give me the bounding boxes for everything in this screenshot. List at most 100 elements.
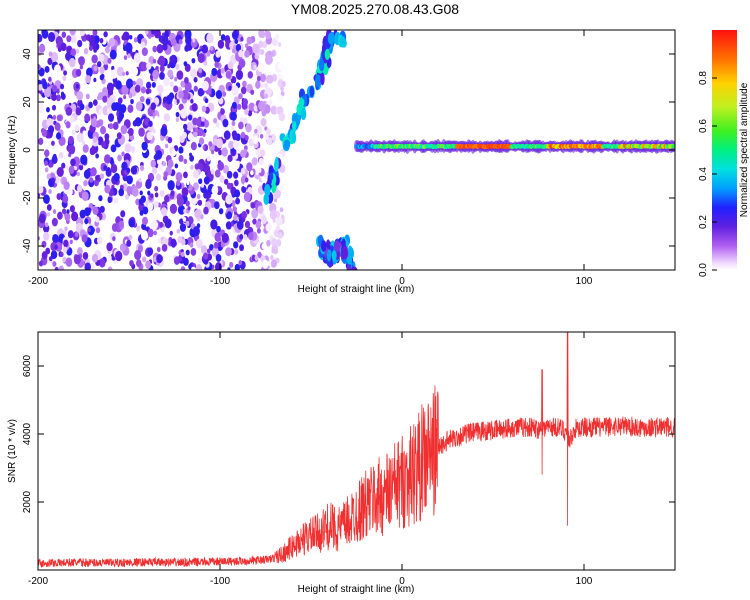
noise-blob xyxy=(75,48,80,54)
arc-blob xyxy=(291,131,297,144)
noise-blob xyxy=(277,73,283,82)
noise-blob xyxy=(230,75,237,84)
noise-blob xyxy=(197,128,204,137)
noise-blob xyxy=(281,80,286,88)
noise-blob xyxy=(51,84,58,93)
noise-blob xyxy=(239,234,244,240)
noise-blob xyxy=(167,69,174,78)
noise-blob xyxy=(73,171,77,176)
noise-blob xyxy=(65,106,73,116)
noise-blob xyxy=(180,80,186,88)
noise-blob xyxy=(67,230,74,239)
noise-blob xyxy=(66,209,70,214)
spectrogram-heatmap xyxy=(38,30,675,270)
noise-blob xyxy=(202,219,206,225)
arc-blob xyxy=(320,240,327,252)
noise-blob xyxy=(197,88,204,97)
noise-blob xyxy=(121,161,128,171)
noise-blob xyxy=(201,105,207,113)
noise-blob xyxy=(194,208,202,220)
noise-blob xyxy=(103,31,108,38)
noise-blob xyxy=(41,30,49,39)
noise-blob xyxy=(265,223,272,232)
noise-blob xyxy=(222,118,229,128)
noise-blob xyxy=(112,121,119,130)
noise-blob xyxy=(213,241,219,249)
noise-blob xyxy=(154,115,160,123)
noise-blob xyxy=(93,179,99,187)
noise-blob xyxy=(153,230,157,236)
noise-blob xyxy=(44,149,50,157)
arc-blob xyxy=(341,238,346,249)
noise-blob xyxy=(246,162,253,172)
noise-blob xyxy=(147,202,154,211)
noise-blob xyxy=(169,55,175,63)
noise-blob xyxy=(201,80,209,91)
noise-blob xyxy=(125,194,130,200)
noise-blob xyxy=(62,194,69,204)
noise-blob xyxy=(271,248,276,253)
noise-blob xyxy=(222,91,227,97)
noise-blob xyxy=(179,223,187,232)
noise-blob xyxy=(145,98,151,105)
noise-blob xyxy=(78,164,84,171)
noise-blob xyxy=(248,232,254,241)
noise-blob xyxy=(236,206,243,215)
arc-blob xyxy=(339,36,346,48)
noise-blob xyxy=(56,166,64,177)
noise-blob xyxy=(95,175,99,181)
noise-blob xyxy=(147,247,154,256)
noise-blob xyxy=(111,102,118,112)
noise-blob xyxy=(128,92,133,99)
noise-blob xyxy=(164,195,170,203)
noise-blob xyxy=(250,170,254,176)
noise-blob xyxy=(63,181,70,190)
noise-blob xyxy=(112,82,117,87)
noise-blob xyxy=(265,52,270,59)
noise-blob xyxy=(191,57,196,64)
noise-blob xyxy=(227,267,231,270)
noise-blob xyxy=(261,215,268,224)
noise-blob xyxy=(130,66,139,77)
noise-blob xyxy=(145,260,152,269)
noise-blob xyxy=(152,128,156,134)
noise-blob xyxy=(102,95,108,103)
noise-blob xyxy=(275,239,282,247)
colorbar-ticks: 0.0 0.2 0.4 0.6 0.8 xyxy=(698,71,717,277)
noise-blob xyxy=(257,62,265,73)
noise-blob xyxy=(51,217,58,227)
noise-blob xyxy=(138,177,142,183)
noise-blob xyxy=(214,169,221,178)
noise-blob xyxy=(58,136,66,147)
noise-blob xyxy=(163,77,170,87)
noise-blob xyxy=(93,77,97,83)
noise-blob xyxy=(206,155,211,162)
noise-blob xyxy=(139,95,145,103)
noise-blob xyxy=(92,30,98,37)
noise-blob xyxy=(111,65,115,71)
noise-blob xyxy=(99,173,105,180)
noise-blob xyxy=(51,104,57,111)
noise-blob xyxy=(274,198,278,203)
noise-blob xyxy=(215,253,222,262)
noise-blob xyxy=(88,45,93,51)
y-tick-label: 20 xyxy=(22,96,33,108)
noise-blob xyxy=(175,111,180,118)
noise-blob xyxy=(231,130,238,138)
noise-blob xyxy=(76,90,84,101)
noise-blob xyxy=(61,31,67,38)
noise-blob xyxy=(185,200,190,207)
noise-blob xyxy=(203,119,210,128)
y-tick-label: 4000 xyxy=(22,422,33,445)
noise-blob xyxy=(188,184,193,191)
noise-blob xyxy=(116,132,122,140)
x-tick-label: 100 xyxy=(576,276,593,287)
noise-blob xyxy=(269,209,278,220)
noise-blob xyxy=(203,206,209,215)
noise-blob xyxy=(165,94,173,105)
noise-blob xyxy=(64,165,68,170)
noise-blob xyxy=(52,209,57,215)
noise-blob xyxy=(91,54,98,64)
noise-blob xyxy=(260,31,266,39)
noise-blob xyxy=(192,182,199,191)
